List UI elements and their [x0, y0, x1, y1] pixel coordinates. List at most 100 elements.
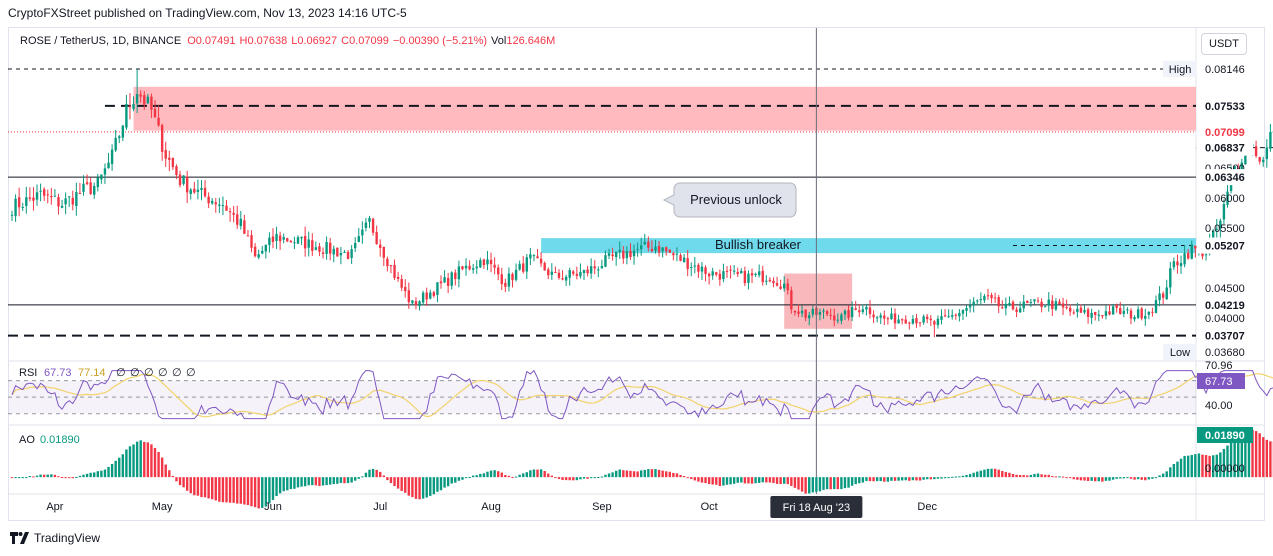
ao-bar	[1197, 453, 1201, 478]
ao-bar	[1201, 454, 1204, 478]
candle-body	[918, 322, 922, 324]
candle-body	[35, 192, 39, 200]
candle-body	[568, 270, 571, 278]
ao-bar	[647, 469, 650, 478]
candle-body	[1033, 299, 1036, 302]
candle-body	[732, 270, 736, 272]
ao-bar	[1001, 470, 1004, 478]
ao-bar	[328, 477, 332, 485]
ao-bar	[693, 477, 697, 481]
candle-body	[339, 252, 343, 256]
candle-body	[1043, 306, 1047, 308]
ao-bar	[1054, 476, 1058, 478]
candle-body	[497, 267, 500, 275]
candle-body	[800, 310, 804, 314]
ao-bar	[579, 477, 582, 480]
candle-body	[1058, 301, 1061, 305]
candle-body	[790, 290, 793, 310]
candle-body	[1222, 204, 1226, 220]
candle-body	[32, 197, 35, 201]
ao-bar	[936, 477, 940, 479]
ao-bar	[282, 477, 285, 492]
candle-body	[482, 259, 486, 266]
ao-bar	[833, 477, 836, 490]
candle-body	[539, 258, 543, 264]
publisher-header: CryptoFXStreet published on TradingView.…	[8, 6, 407, 20]
candle-body	[303, 235, 307, 249]
candle-body	[1136, 309, 1140, 318]
ao-bar	[1061, 476, 1065, 478]
candle-body	[1151, 311, 1154, 313]
ao-bar	[861, 477, 865, 483]
candle-body	[107, 162, 110, 169]
tradingview-logo[interactable]: TradingView	[10, 531, 100, 545]
ao-bar	[439, 477, 443, 491]
ao-bar	[379, 471, 382, 478]
legend-volume-label: Vol	[491, 35, 507, 47]
ao-bar	[775, 477, 779, 484]
candle-body	[429, 292, 432, 299]
time-axis-label: Jun	[264, 501, 282, 513]
candle-body	[28, 197, 32, 199]
candle-body	[875, 317, 879, 319]
candle-body	[554, 271, 557, 273]
ao-bar	[450, 477, 453, 484]
candle-body	[986, 295, 990, 297]
price-axis-tick: 0.04500	[1205, 283, 1245, 295]
candle-body	[25, 197, 28, 206]
candle-body	[228, 211, 232, 213]
ao-bar	[314, 477, 318, 486]
rsi-na-value: ∅	[172, 367, 182, 379]
candle-body	[57, 197, 60, 207]
candle-body	[1176, 261, 1179, 266]
candle-body	[182, 175, 185, 184]
ao-bar	[178, 477, 182, 486]
candle-body	[879, 315, 882, 318]
ao-bar	[89, 472, 92, 478]
candle-body	[997, 297, 1000, 307]
candle-body	[271, 236, 275, 242]
ao-bar	[1194, 454, 1197, 478]
ao-bar	[271, 477, 275, 500]
ao-bar	[1040, 474, 1043, 478]
ao-bar	[1172, 463, 1176, 478]
candle-body	[886, 318, 890, 320]
ao-bar	[121, 454, 125, 478]
candle-body	[1262, 159, 1265, 163]
candle-body	[1147, 311, 1151, 315]
candle-body	[325, 242, 328, 254]
ao-bar	[128, 446, 132, 478]
candle-body	[454, 272, 457, 279]
ao-bar	[650, 469, 654, 478]
candle-body	[632, 250, 636, 257]
legend-symbol[interactable]: ROSE / TetherUS, 1D, BINANCE	[20, 35, 182, 47]
candle-body	[654, 246, 657, 251]
candle-body	[990, 294, 993, 299]
level-price-label: 0.03707	[1205, 331, 1245, 343]
candle-body	[46, 194, 49, 196]
legend-close: C0.07099	[341, 35, 389, 47]
candle-body	[82, 183, 85, 192]
legend-low: L0.06927	[291, 35, 338, 47]
candle-body	[1054, 301, 1058, 310]
candle-body	[893, 313, 897, 324]
candle-body	[711, 271, 714, 276]
candle-body	[10, 214, 14, 216]
ao-bar	[597, 476, 600, 478]
ao-bar	[511, 476, 514, 478]
ao-bar	[965, 474, 968, 478]
candle-body	[1154, 300, 1158, 313]
ao-bar	[1108, 477, 1111, 481]
ao-bar	[432, 477, 436, 495]
crosshair-date-box	[770, 496, 863, 518]
ao-bar	[400, 477, 403, 491]
candle-body	[1265, 147, 1269, 160]
ao-bar	[486, 471, 489, 478]
level-price-label: 0.06346	[1205, 172, 1245, 184]
candle-body	[725, 270, 729, 272]
currency-button[interactable]: USDT	[1201, 33, 1247, 55]
candle-body	[983, 296, 986, 301]
ao-bar	[50, 474, 53, 478]
ao-bar	[600, 476, 604, 478]
